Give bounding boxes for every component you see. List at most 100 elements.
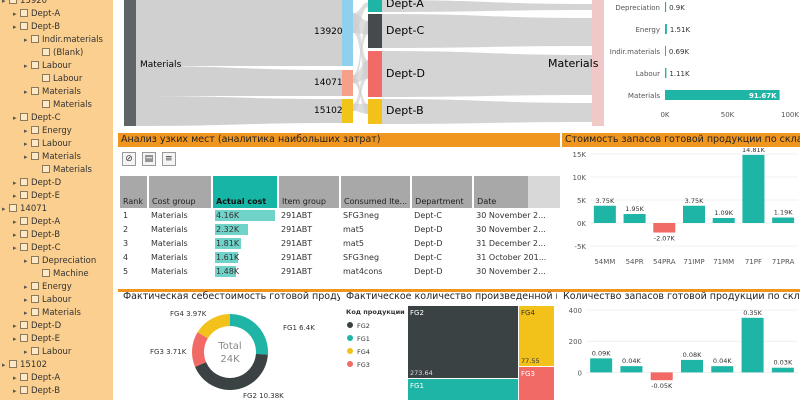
bar[interactable] <box>665 68 667 78</box>
checkbox[interactable] <box>20 321 28 329</box>
expand-toggle-icon[interactable]: ▸ <box>13 244 17 252</box>
checkbox[interactable] <box>9 0 17 4</box>
tree-node[interactable]: ▸ Materials <box>24 151 81 163</box>
col-consumed-item[interactable]: Consumed Ite... <box>340 176 413 208</box>
table-scrollbar[interactable] <box>528 176 560 208</box>
tree-node[interactable]: ▸ 14071 <box>2 203 47 215</box>
bar[interactable] <box>665 46 666 56</box>
tree-node[interactable]: ▸ Labour <box>24 294 71 306</box>
expand-toggle-icon[interactable]: ▸ <box>13 231 17 239</box>
column-bar[interactable] <box>772 217 795 223</box>
tree-node[interactable]: Materials <box>35 164 92 176</box>
col-actual-cost[interactable]: Actual cost <box>212 176 279 208</box>
checkbox[interactable] <box>42 74 50 82</box>
checkbox[interactable] <box>31 256 39 264</box>
sankey-node-dept-c[interactable] <box>368 14 382 48</box>
checkbox[interactable] <box>31 139 39 147</box>
expand-toggle-icon[interactable]: ▸ <box>13 192 17 200</box>
column-bar[interactable] <box>593 205 616 223</box>
checkbox[interactable] <box>20 9 28 17</box>
expand-toggle-icon[interactable]: ▸ <box>2 361 6 369</box>
bar[interactable] <box>665 90 780 100</box>
tree-node[interactable]: ▸ Labour <box>24 60 71 72</box>
tree-node[interactable]: (Blank) <box>35 47 83 59</box>
checkbox[interactable] <box>20 334 28 342</box>
hierarchy-slicer[interactable]: ▸ 13920 ▸ Dept-A ▸ Dept-B ▸ Indir.materials (Bla… <box>0 0 113 400</box>
tree-node[interactable]: ▸ 15102 <box>2 359 47 371</box>
tree-node[interactable]: Materials <box>35 99 92 111</box>
col-rank[interactable]: Rank <box>120 176 149 208</box>
checkbox[interactable] <box>20 230 28 238</box>
tree-node[interactable]: ▸ Dept-B <box>13 229 60 241</box>
legend-label[interactable]: FG2 <box>357 322 370 330</box>
expand-toggle-icon[interactable]: ▸ <box>13 335 17 343</box>
sankey-node-15102[interactable] <box>342 99 353 123</box>
checkbox[interactable] <box>9 204 17 212</box>
expand-toggle-icon[interactable]: ▸ <box>24 309 28 317</box>
sankey-link[interactable] <box>353 103 368 114</box>
fields-icon[interactable]: ≡ <box>161 152 176 166</box>
expand-toggle-icon[interactable]: ▸ <box>2 205 6 213</box>
bar[interactable] <box>665 24 667 34</box>
checkbox[interactable] <box>31 308 39 316</box>
treemap-cell[interactable] <box>519 367 554 400</box>
tree-node[interactable]: ▸ Labour <box>24 346 71 358</box>
export-icon[interactable]: ▤ <box>141 152 156 166</box>
legend-label[interactable]: FG3 <box>357 361 370 369</box>
table-row[interactable]: 5 Materials 1.48K 291ABT mat4cons Dept-D 30 No… <box>120 264 549 278</box>
checkbox[interactable] <box>42 165 50 173</box>
checkbox[interactable] <box>42 100 50 108</box>
tree-node[interactable]: ▸ Dept-A <box>13 8 60 20</box>
expand-toggle-icon[interactable]: ▸ <box>13 218 17 226</box>
expand-toggle-icon[interactable]: ▸ <box>13 114 17 122</box>
column-bar[interactable] <box>711 366 734 373</box>
tree-node[interactable]: ▸ Labour <box>24 138 71 150</box>
sankey-link[interactable] <box>382 0 592 12</box>
sankey-node-dept-a[interactable] <box>368 0 382 12</box>
sankey-node-materials-source[interactable] <box>124 0 136 126</box>
expand-toggle-icon[interactable]: ▸ <box>24 348 28 356</box>
column-bar[interactable] <box>771 367 794 373</box>
table-row[interactable]: 4 Materials 1.61K 291ABT SFG3neg Dept-C 31 Oct… <box>120 250 549 264</box>
column-bar[interactable] <box>590 358 613 373</box>
legend-label[interactable]: FG4 <box>357 348 370 356</box>
table-row[interactable]: 3 Materials 1.81K 291ABT mat5 Dept-D 31 Decemb… <box>120 236 549 250</box>
col-item-group[interactable]: Item group <box>278 176 341 208</box>
checkbox[interactable] <box>20 373 28 381</box>
tree-node[interactable]: ▸ Dept-C <box>13 242 61 254</box>
expand-toggle-icon[interactable]: ▸ <box>24 257 28 265</box>
treemap-cell[interactable] <box>408 306 518 378</box>
table-row[interactable]: 2 Materials 2.32K 291ABT mat5 Dept-D 30 Novemb… <box>120 222 549 236</box>
checkbox[interactable] <box>31 61 39 69</box>
checkbox[interactable] <box>20 217 28 225</box>
tree-node[interactable]: ▸ Dept-D <box>13 177 61 189</box>
expand-toggle-icon[interactable]: ▸ <box>13 387 17 395</box>
column-bar[interactable] <box>650 372 673 381</box>
checkbox[interactable] <box>31 126 39 134</box>
tree-node[interactable]: ▸ Energy <box>24 125 72 137</box>
tree-node[interactable]: ▸ Dept-C <box>13 112 61 124</box>
checkbox[interactable] <box>42 269 50 277</box>
tree-node[interactable]: ▸ Dept-D <box>13 320 61 332</box>
sankey-node-dept-b[interactable] <box>368 99 382 124</box>
column-bar[interactable] <box>741 317 764 373</box>
column-bar[interactable] <box>653 223 676 233</box>
expand-toggle-icon[interactable]: ▸ <box>13 10 17 18</box>
checkbox[interactable] <box>20 386 28 394</box>
checkbox[interactable] <box>31 35 39 43</box>
expand-toggle-icon[interactable]: ▸ <box>24 127 28 135</box>
donut-slice[interactable] <box>192 332 208 367</box>
sankey-link[interactable] <box>382 99 592 124</box>
expand-toggle-icon[interactable]: ▸ <box>13 23 17 31</box>
sankey-link[interactable] <box>136 96 342 126</box>
sankey-node-13920[interactable] <box>342 0 353 66</box>
sankey-link[interactable] <box>353 60 368 111</box>
legend-label[interactable]: FG1 <box>357 335 370 343</box>
column-bar[interactable] <box>623 214 646 223</box>
tree-node[interactable]: ▸ Energy <box>24 281 72 293</box>
sankey-node-14071[interactable] <box>342 70 353 96</box>
expand-toggle-icon[interactable]: ▸ <box>24 62 28 70</box>
expand-toggle-icon[interactable]: ▸ <box>13 374 17 382</box>
tree-node[interactable]: ▸ Dept-B <box>13 21 60 33</box>
bar[interactable] <box>665 2 667 12</box>
